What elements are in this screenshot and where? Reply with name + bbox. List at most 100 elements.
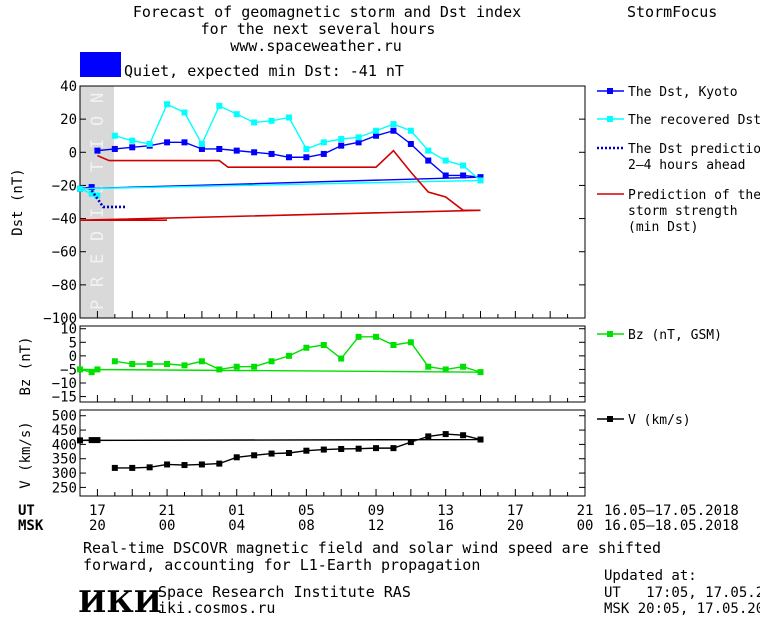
data-point <box>164 361 171 367</box>
data-point <box>285 154 292 161</box>
footnote-line2: forward, accounting for L1-Earth propaga… <box>83 556 480 574</box>
legend-swatch-marker <box>607 416 613 422</box>
data-point <box>164 461 171 468</box>
data-point <box>390 127 397 134</box>
data-point <box>285 352 292 359</box>
data-point <box>164 139 171 146</box>
prediction-letter: R <box>88 276 108 287</box>
data-point <box>94 147 101 154</box>
data-point <box>303 145 310 152</box>
data-point <box>146 464 153 471</box>
institute-site[interactable]: iki.cosmos.ru <box>158 599 275 617</box>
y-tick-label: 10 <box>60 322 77 338</box>
data-point <box>390 445 397 452</box>
data-point <box>390 121 397 128</box>
prediction-letter: D <box>88 231 108 241</box>
status-text: Quiet, expected min Dst: -41 nT <box>124 62 404 80</box>
data-point <box>425 433 432 440</box>
y-tick-label: −40 <box>52 212 77 228</box>
data-point <box>355 139 362 146</box>
legend-label: The Dst, Kyoto <box>628 85 738 100</box>
footnote-line1: Real-time DSCOVR magnetic field and sola… <box>83 539 661 557</box>
data-point <box>251 363 258 370</box>
data-point <box>407 339 414 346</box>
ut-date-range: 16.05–17.05.2018 <box>604 503 739 519</box>
data-point <box>216 102 223 109</box>
status-color-swatch <box>80 52 121 77</box>
data-point <box>407 127 414 134</box>
y-tick-label: 20 <box>60 112 77 128</box>
y-tick-label: −100 <box>43 311 77 327</box>
msk-tick-label: 08 <box>298 518 315 534</box>
data-point <box>111 464 118 471</box>
data-point <box>268 358 275 365</box>
data-point <box>129 361 136 367</box>
series-line <box>79 129 481 190</box>
data-point <box>303 154 310 161</box>
data-point <box>390 342 397 348</box>
series-line <box>79 433 481 469</box>
dst-panel: P R E D I C T I O N 40 20 0 −20 −40 −60 −80 −100 Dst (nT) <box>10 79 586 327</box>
data-point <box>77 366 83 373</box>
ut-tick-label: 09 <box>368 503 385 519</box>
data-point <box>111 132 118 139</box>
data-point <box>181 139 188 146</box>
data-point <box>373 127 380 134</box>
data-point <box>477 369 484 376</box>
series-line-dst-prediction <box>90 189 127 209</box>
ut-tick-labels: 17 21 01 05 09 13 17 21 <box>89 503 593 519</box>
data-point <box>460 432 467 439</box>
iki-logo: ИКИ <box>78 585 162 620</box>
data-point <box>94 437 101 444</box>
data-point <box>198 461 205 468</box>
data-point <box>425 363 432 370</box>
data-point <box>355 333 362 340</box>
legend-label: Prediction of the <box>628 188 760 203</box>
source-url[interactable]: www.spaceweather.ru <box>230 37 402 55</box>
data-point <box>303 447 310 454</box>
institute-name: Space Research Institute RAS <box>158 583 411 601</box>
data-point <box>442 172 449 179</box>
prediction-letter: P <box>88 300 108 310</box>
data-point <box>460 162 467 169</box>
data-point <box>198 358 205 365</box>
data-point <box>303 344 310 351</box>
data-point <box>407 439 414 446</box>
data-point <box>129 464 136 471</box>
data-point <box>373 333 380 340</box>
msk-tick-label: 00 <box>159 518 176 534</box>
legend-swatch-marker <box>607 88 613 94</box>
legend: The Dst, Kyoto The recovered Dst The Dst p… <box>597 85 760 428</box>
y-tick-label: −5 <box>60 362 77 378</box>
data-point <box>373 445 380 452</box>
y-tick-label: −10 <box>52 376 77 392</box>
y-tick-label: −15 <box>52 390 77 406</box>
msk-tick-label: 04 <box>228 518 245 534</box>
data-point <box>477 177 484 184</box>
data-point <box>285 114 292 121</box>
series-line <box>79 103 483 197</box>
data-point <box>129 144 136 151</box>
data-point <box>285 450 292 456</box>
data-point <box>320 150 327 157</box>
data-point <box>77 185 83 192</box>
data-point <box>268 117 275 124</box>
legend-label: (min Dst) <box>628 220 698 235</box>
data-point <box>251 452 258 459</box>
y-tick-label: 300 <box>52 466 77 482</box>
data-point <box>320 342 327 348</box>
data-point <box>181 462 188 469</box>
prediction-letter: N <box>88 93 108 103</box>
data-point <box>111 358 118 365</box>
y-tick-label: 450 <box>52 423 77 439</box>
ut-axis-label: UT <box>18 503 35 519</box>
msk-tick-label: 00 <box>577 518 594 534</box>
prediction-band <box>80 86 114 318</box>
data-point <box>94 192 101 199</box>
data-point <box>164 101 171 108</box>
data-point <box>338 136 345 143</box>
data-point <box>88 369 95 376</box>
data-point <box>338 445 345 452</box>
updated-ut: UT 17:05, 17.05.2018 <box>604 585 760 601</box>
